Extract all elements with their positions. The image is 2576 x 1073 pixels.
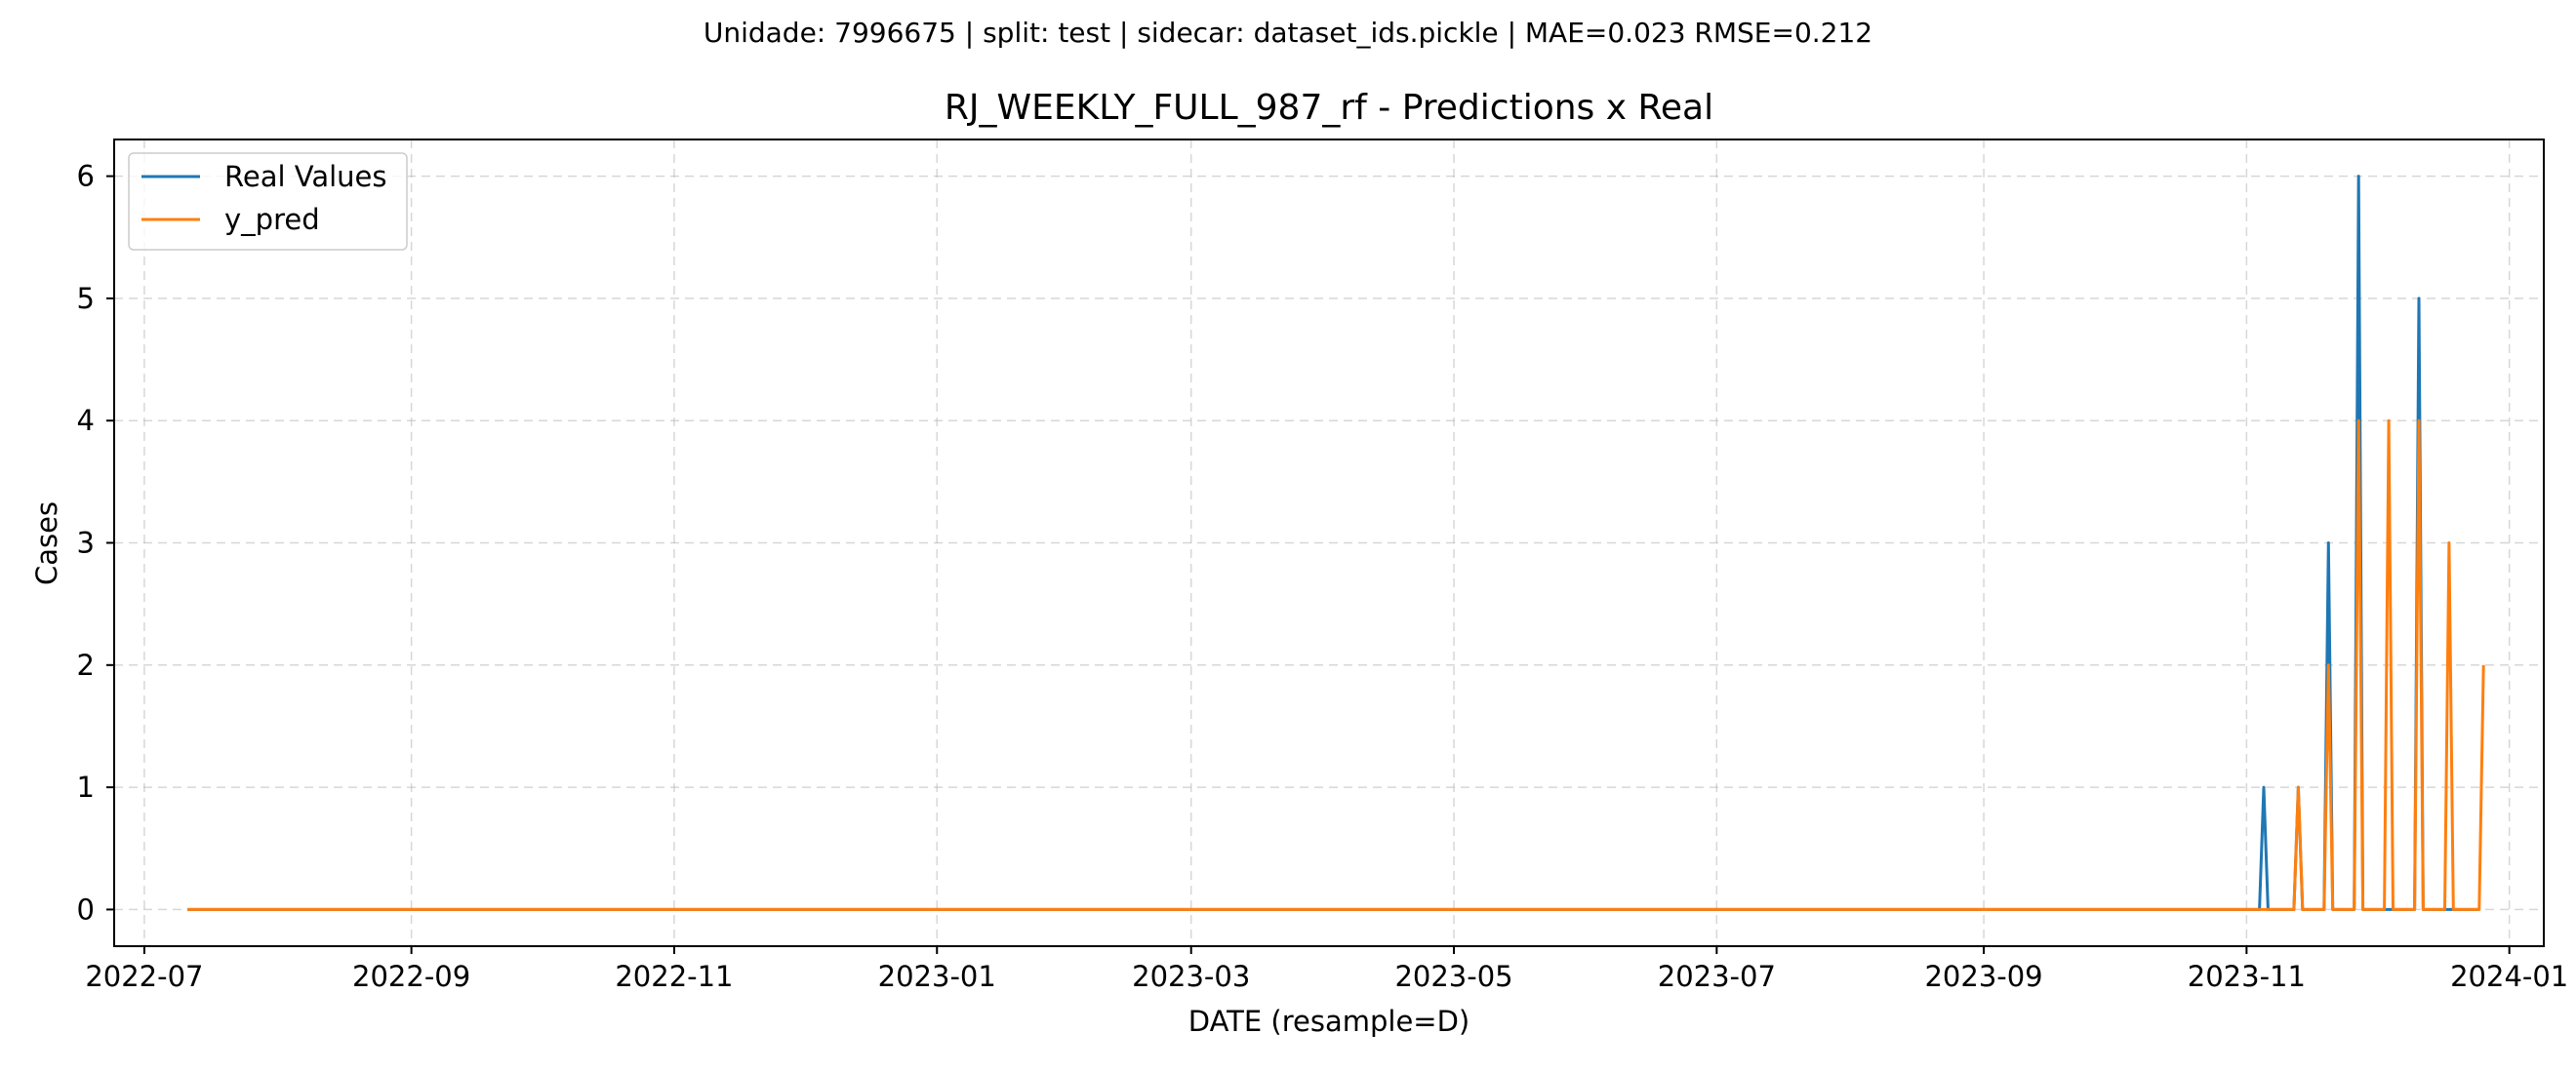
legend: Real Values y_pred xyxy=(128,152,408,251)
x-tick-label: 2023-01 xyxy=(878,960,996,993)
y-tick-label: 0 xyxy=(77,893,95,926)
y-tick-label: 4 xyxy=(77,404,95,437)
x-tick-label: 2022-11 xyxy=(615,960,733,993)
y-tick-label: 5 xyxy=(77,282,95,315)
chart-suptitle: Unidade: 7996675 | split: test | sidecar… xyxy=(704,17,1872,49)
x-tick-label: 2023-05 xyxy=(1394,960,1512,993)
legend-label-real-values: Real Values xyxy=(224,160,386,193)
x-axis-label: DATE (resample=D) xyxy=(1188,1005,1470,1038)
y-tick-label: 2 xyxy=(77,649,95,682)
y-tick-label: 1 xyxy=(77,771,95,804)
y-tick-label: 6 xyxy=(77,160,95,193)
series-layer xyxy=(187,175,2485,911)
x-tick-label: 2022-07 xyxy=(85,960,203,993)
y-axis-label: Cases xyxy=(30,501,63,585)
legend-label-y-pred: y_pred xyxy=(224,203,320,236)
axis-ticks: 2022-07 2022-09 2022-11 2023-01 2023-03 2023-… xyxy=(77,160,2569,993)
x-tick-label: 2023-11 xyxy=(2188,960,2306,993)
x-tick-label: 2023-03 xyxy=(1132,960,1250,993)
x-tick-label: 2024-01 xyxy=(2450,960,2568,993)
x-tick-label: 2023-09 xyxy=(1924,960,2042,993)
y-tick-label: 3 xyxy=(77,527,95,560)
grid-lines xyxy=(114,139,2544,946)
series-line-y-pred xyxy=(187,418,2485,911)
chart-title: RJ_WEEKLY_FULL_987_rf - Predictions x Re… xyxy=(945,88,1713,128)
x-tick-label: 2022-09 xyxy=(352,960,470,993)
x-tick-label: 2023-07 xyxy=(1658,960,1776,993)
